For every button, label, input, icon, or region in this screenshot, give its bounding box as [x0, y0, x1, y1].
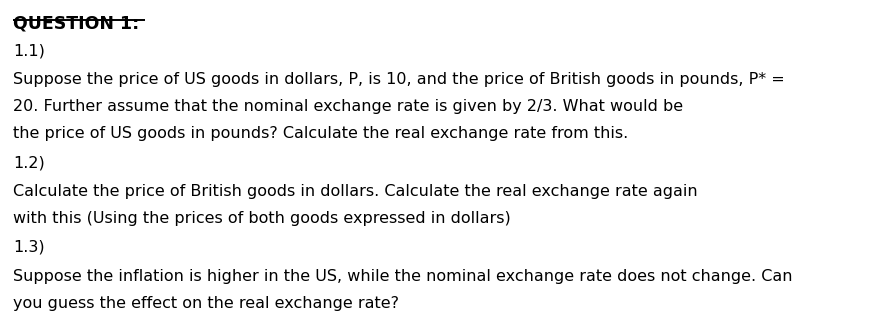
- Text: 1.2): 1.2): [13, 155, 46, 170]
- Text: you guess the effect on the real exchange rate?: you guess the effect on the real exchang…: [13, 296, 400, 311]
- Text: Suppose the price of US goods in dollars, P, is 10, and the price of British goo: Suppose the price of US goods in dollars…: [13, 72, 785, 87]
- Text: 1.3): 1.3): [13, 240, 45, 255]
- Text: with this (Using the prices of both goods expressed in dollars): with this (Using the prices of both good…: [13, 211, 511, 226]
- Text: the price of US goods in pounds? Calculate the real exchange rate from this.: the price of US goods in pounds? Calcula…: [13, 126, 628, 141]
- Text: 20. Further assume that the nominal exchange rate is given by 2/3. What would be: 20. Further assume that the nominal exch…: [13, 99, 684, 114]
- Text: 1.1): 1.1): [13, 43, 46, 58]
- Text: Calculate the price of British goods in dollars. Calculate the real exchange rat: Calculate the price of British goods in …: [13, 184, 698, 199]
- Text: Suppose the inflation is higher in the US, while the nominal exchange rate does : Suppose the inflation is higher in the U…: [13, 269, 793, 284]
- Text: QUESTION 1:: QUESTION 1:: [13, 14, 139, 32]
